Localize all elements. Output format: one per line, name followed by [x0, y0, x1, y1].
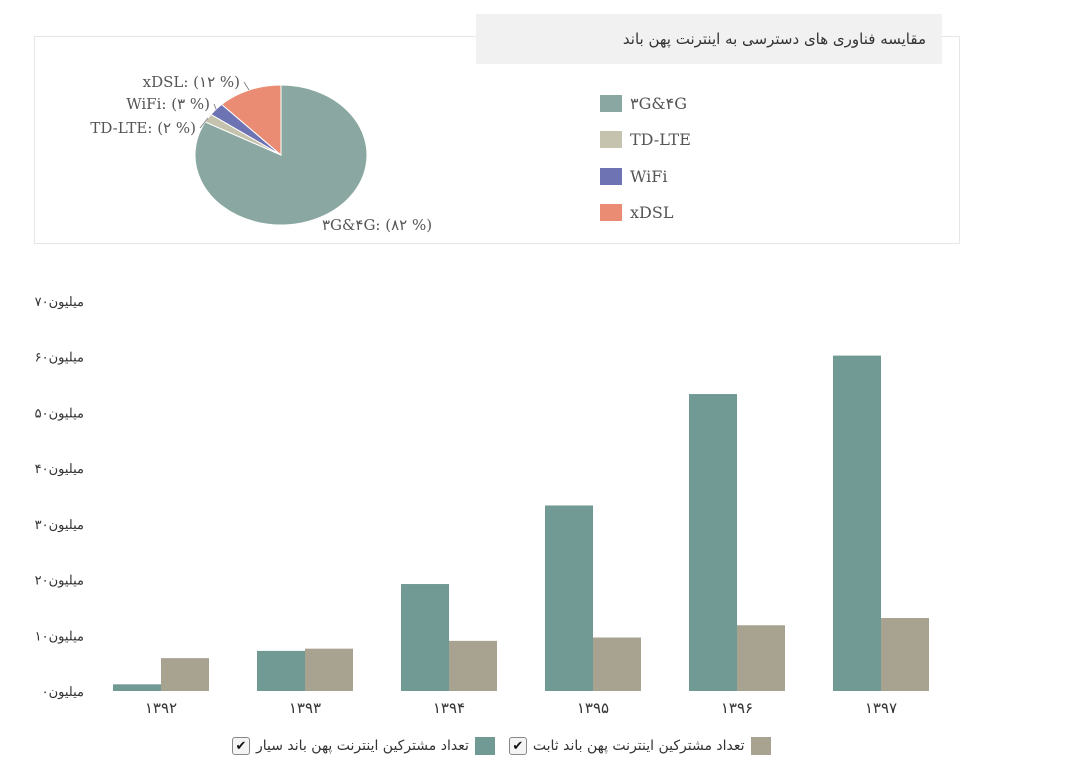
x-tick-label: ۱۳۹۶ — [721, 699, 753, 717]
x-tick-label: ۱۳۹۲ — [145, 699, 177, 717]
pie-data-label: WiFi: (۳ %) — [126, 95, 210, 113]
x-tick-label: ۱۳۹۵ — [577, 699, 609, 717]
y-tick-label: میلیون۵۰ — [35, 406, 84, 421]
y-tick-label: میلیون۲۰ — [35, 574, 84, 589]
bar-mobile[interactable] — [257, 650, 305, 691]
legend-label: تعداد مشترکین اینترنت پهن باند سیار — [256, 738, 469, 754]
bar-mobile[interactable] — [113, 684, 161, 691]
bar-legend-item-fixed[interactable]: تعداد مشترکین اینترنت پهن باند ثابت ✔ — [503, 737, 771, 755]
pie-legend-item-tdlte[interactable]: TD-LTE — [600, 129, 691, 149]
pie-chart: ۳G&۴G: (۸۲ %) TD-LTE: (۲ %) WiFi: (۳ %) xDS… — [90, 73, 432, 234]
legend-label: TD-LTE — [630, 129, 691, 149]
x-tick-label: ۱۳۹۷ — [865, 699, 897, 717]
bar-fixed[interactable] — [881, 618, 929, 691]
bar-fixed[interactable] — [593, 637, 641, 691]
pie-legend-item-wifi[interactable]: WiFi — [600, 166, 668, 186]
x-tick-label: ۱۳۹۳ — [289, 699, 321, 717]
bar-mobile[interactable] — [833, 355, 881, 691]
y-tick-label: میلیون۳۰ — [35, 518, 84, 533]
legend-label: xDSL — [630, 202, 674, 222]
legend-label: WiFi — [630, 166, 668, 186]
bar-mobile[interactable] — [401, 584, 449, 691]
bar-fixed[interactable] — [449, 640, 497, 691]
bar-fixed[interactable] — [305, 648, 353, 691]
y-tick-label: میلیون۰ — [42, 685, 84, 700]
pie-legend-item-3g4g[interactable]: ۳G&۴G — [600, 93, 687, 113]
legend-swatch — [474, 737, 495, 755]
bar-mobile[interactable] — [689, 394, 737, 691]
pie-slice[interactable] — [220, 84, 282, 157]
legend-swatch — [600, 203, 622, 221]
legend-swatch — [600, 130, 622, 148]
y-tick-label: میلیون۶۰ — [35, 351, 84, 366]
bar-fixed[interactable] — [737, 625, 785, 691]
bar-legend-item-mobile[interactable]: تعداد مشترکین اینترنت پهن باند سیار ✔ — [226, 737, 495, 755]
pie-legend-item-xdsl[interactable]: xDSL — [600, 202, 673, 222]
bar-chart: میلیون۰ میلیون۱۰ میلیون۲۰ میلیون۳۰ میلیون۴۰ م… — [35, 295, 929, 717]
legend-swatch — [750, 737, 771, 755]
y-tick-label: میلیون۴۰ — [35, 462, 84, 477]
pie-label-connector — [199, 117, 209, 129]
pie-title: مقایسه فناوری های دسترسی به اینترنت پهن … — [476, 14, 942, 64]
pie-label-connector — [243, 81, 250, 91]
bar-mobile[interactable] — [545, 505, 593, 691]
pie-data-label: xDSL: (۱۲ %) — [143, 73, 240, 91]
bar-legend: تعداد مشترکین اینترنت پهن باند ثابت ✔ تع… — [218, 734, 771, 758]
pie-label-connector — [213, 103, 217, 110]
legend-label: تعداد مشترکین اینترنت پهن باند ثابت — [532, 738, 745, 754]
legend-swatch — [600, 94, 622, 112]
bar-fixed[interactable] — [161, 658, 209, 691]
x-tick-label: ۱۳۹۴ — [433, 699, 465, 717]
check-icon[interactable]: ✔ — [508, 737, 527, 755]
legend-swatch — [600, 167, 622, 185]
y-tick-label: میلیون۱۰ — [35, 629, 84, 644]
legend-label: ۳G&۴G — [630, 93, 687, 113]
check-icon[interactable]: ✔ — [232, 737, 250, 755]
pie-data-label: ۳G&۴G: (۸۲ %) — [322, 216, 432, 234]
pie-data-label: TD-LTE: (۲ %) — [90, 119, 196, 137]
y-tick-label: میلیون۷۰ — [35, 295, 84, 310]
